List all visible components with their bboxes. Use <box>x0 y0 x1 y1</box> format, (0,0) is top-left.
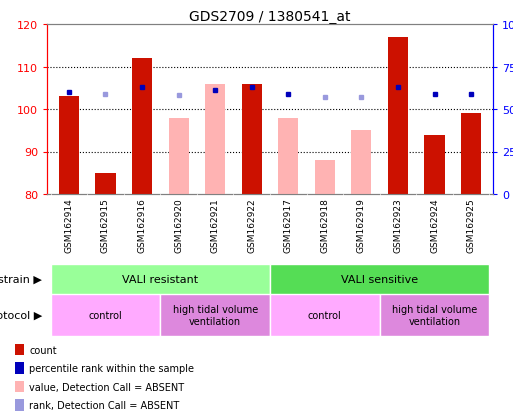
Text: GSM162925: GSM162925 <box>466 198 476 253</box>
Text: control: control <box>89 310 123 320</box>
Text: high tidal volume
ventilation: high tidal volume ventilation <box>392 304 477 326</box>
Text: strain ▶: strain ▶ <box>0 274 42 284</box>
Bar <box>388 38 408 195</box>
Title: GDS2709 / 1380541_at: GDS2709 / 1380541_at <box>189 10 351 24</box>
Text: GSM162920: GSM162920 <box>174 198 183 253</box>
Text: GSM162921: GSM162921 <box>211 198 220 253</box>
Text: control: control <box>308 310 342 320</box>
Text: GSM162917: GSM162917 <box>284 198 293 253</box>
Text: GSM162914: GSM162914 <box>65 198 73 253</box>
Bar <box>51 264 270 294</box>
Bar <box>242 84 262 195</box>
Bar <box>270 294 380 336</box>
Text: high tidal volume
ventilation: high tidal volume ventilation <box>172 304 258 326</box>
Text: GSM162923: GSM162923 <box>393 198 403 253</box>
Text: value, Detection Call = ABSENT: value, Detection Call = ABSENT <box>29 382 184 392</box>
Bar <box>15 363 24 374</box>
Bar <box>15 344 24 355</box>
Bar <box>161 294 270 336</box>
Bar <box>424 135 445 195</box>
Text: VALI sensitive: VALI sensitive <box>341 274 418 284</box>
Text: GSM162916: GSM162916 <box>137 198 147 253</box>
Bar <box>351 131 371 195</box>
Bar <box>95 173 115 195</box>
Bar <box>15 399 24 411</box>
Text: percentile rank within the sample: percentile rank within the sample <box>29 363 194 373</box>
Text: GSM162915: GSM162915 <box>101 198 110 253</box>
Bar <box>278 118 299 195</box>
Bar <box>205 84 225 195</box>
Text: protocol ▶: protocol ▶ <box>0 310 42 320</box>
Bar <box>51 294 161 336</box>
Text: GSM162918: GSM162918 <box>320 198 329 253</box>
Text: count: count <box>29 345 57 355</box>
Text: rank, Detection Call = ABSENT: rank, Detection Call = ABSENT <box>29 400 180 410</box>
Bar <box>169 118 189 195</box>
Bar <box>132 59 152 195</box>
Text: VALI resistant: VALI resistant <box>122 274 199 284</box>
Bar <box>59 97 79 195</box>
Bar <box>380 294 489 336</box>
Bar <box>15 381 24 392</box>
Bar <box>270 264 489 294</box>
Bar <box>315 161 335 195</box>
Text: GSM162924: GSM162924 <box>430 198 439 252</box>
Text: GSM162919: GSM162919 <box>357 198 366 253</box>
Text: GSM162922: GSM162922 <box>247 198 256 252</box>
Bar <box>461 114 481 195</box>
